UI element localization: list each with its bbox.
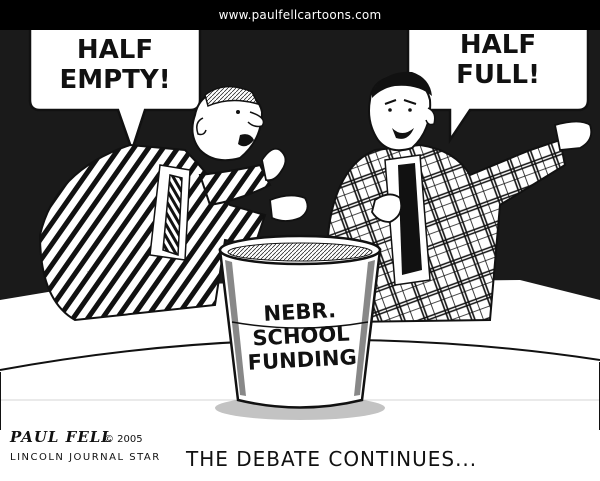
website-url: www.paulfellcartoons.com xyxy=(218,8,382,22)
half-empty-line1: HALF xyxy=(76,35,154,65)
half-empty-line2: EMPTY! xyxy=(59,65,171,95)
newspaper-credit: LINCOLN JOURNAL STAR xyxy=(10,452,161,463)
bucket-label: NEBR. SCHOOL FUNDING xyxy=(234,297,368,376)
half-full-man xyxy=(326,71,593,324)
cartoon-caption: THE DEBATE CONTINUES... xyxy=(186,447,478,471)
half-full-line2: FULL! xyxy=(456,60,540,90)
half-full-bubble: HALF FULL! xyxy=(418,30,578,90)
half-empty-bubble: HALF EMPTY! xyxy=(40,35,190,95)
half-empty-man xyxy=(38,86,309,322)
copyright-year: © 2005 xyxy=(104,434,143,445)
artist-signature: PAUL FELL xyxy=(10,428,113,446)
bucket xyxy=(215,234,385,420)
half-full-line1: HALF xyxy=(459,30,537,60)
top-band xyxy=(0,0,600,30)
